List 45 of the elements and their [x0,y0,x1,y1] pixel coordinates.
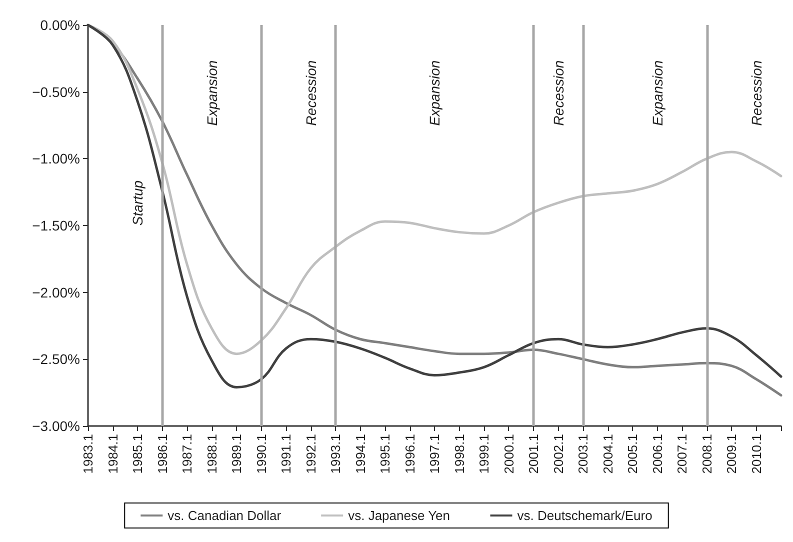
y-tick-label: −2.00% [32,284,80,300]
legend-label: vs. Canadian Dollar [168,508,282,523]
x-tick-label: 2007.1 [674,434,690,474]
x-tick-label: 1997.1 [427,434,442,474]
x-tick-label: 2006.1 [650,434,665,474]
x-tick-label: 1996.1 [402,434,418,474]
annotation: Expansion [426,60,442,126]
y-tick-label: −3.00% [32,418,80,434]
x-tick-label: 2002.1 [550,434,566,474]
x-tick-label: 2004.1 [600,434,616,474]
annotation: Recession [550,60,566,126]
x-tick-label: 2001.1 [526,434,541,474]
x-tick-label: 2009.1 [724,434,739,474]
annotation: Recession [302,60,319,126]
x-tick-label: 1984.1 [105,434,120,474]
x-tick-label: 1986.1 [154,434,170,474]
legend-label: vs. Deutschemark/Euro [517,508,652,523]
x-tick-label: 1999.1 [476,434,492,474]
y-tick-label: 0.00% [40,17,80,33]
x-tick-label: 1989.1 [229,434,244,474]
x-tick-label: 1983.1 [80,434,96,474]
y-tick-label: −2.50% [32,351,80,368]
x-tick-label: 1998.1 [452,434,467,474]
x-tick-label: 1990.1 [254,434,269,474]
x-tick-label: 1985.1 [130,434,145,474]
x-tick-label: 1988.1 [204,434,220,474]
x-tick-label: 2010.1 [748,434,764,474]
y-tick-label: −0.50% [32,84,80,100]
x-tick-label: 2003.1 [576,434,590,474]
x-tick-label: 1995.1 [378,434,392,474]
x-tick-label: 1993.1 [328,434,343,474]
x-tick-label: 1987.1 [180,434,194,474]
annotation: Recession [748,60,764,126]
x-tick-label: 1994.1 [352,434,368,474]
y-tick-label: −1.00% [32,150,80,167]
annotation: Expansion [649,60,666,126]
x-tick-label: 2000.1 [501,434,516,474]
y-tick-label: −1.50% [32,218,80,234]
x-tick-label: 1992.1 [303,434,318,474]
x-tick-label: 2008.1 [699,434,714,474]
legend-label: vs. Japanese Yen [348,508,450,523]
x-tick-label: 2005.1 [625,434,640,474]
annotation: Startup [130,180,146,226]
x-tick-label: 1991.1 [278,434,294,474]
annotation: Expansion [204,60,220,126]
